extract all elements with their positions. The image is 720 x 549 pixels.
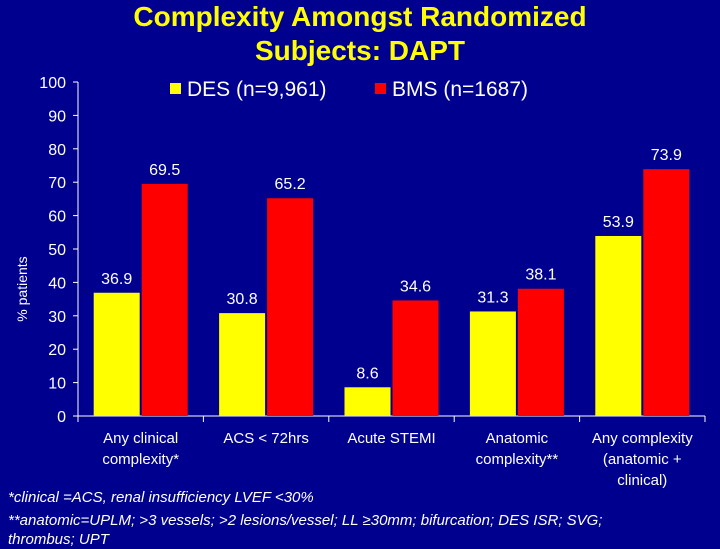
x-category-label: Acute STEMI — [347, 430, 435, 447]
bar-des — [344, 387, 391, 416]
bar-des — [219, 313, 266, 416]
y-tick-label: 0 — [57, 409, 66, 426]
y-tick-label: 10 — [48, 376, 66, 393]
y-tick-label: 100 — [39, 75, 66, 92]
bar-des — [93, 292, 140, 416]
x-category-label: Any complexity — [592, 430, 693, 447]
data-label-bms: 38.1 — [525, 267, 556, 284]
bar-bms — [141, 183, 188, 416]
x-category-label: clinical) — [617, 472, 667, 489]
bar-bms — [267, 198, 314, 416]
y-tick-label: 40 — [48, 275, 66, 292]
y-axis-title: % patients — [14, 256, 30, 321]
bar-bms — [517, 288, 564, 416]
data-label-des: 31.3 — [477, 289, 508, 306]
legend-swatch-des — [170, 83, 181, 94]
y-tick-label: 50 — [48, 242, 66, 259]
x-category-label: complexity** — [476, 451, 559, 468]
footnote-anatomic: **anatomic=UPLM; >3 vessels; >2 lesions/… — [8, 512, 603, 529]
legend-swatch-bms — [375, 83, 386, 94]
data-label-bms: 69.5 — [149, 162, 180, 179]
data-label-des: 53.9 — [603, 214, 634, 231]
y-tick-label: 70 — [48, 175, 66, 192]
x-category-label: complexity* — [102, 451, 179, 468]
legend-label-bms: BMS (n=1687) — [392, 78, 528, 101]
x-category-label: (anatomic + — [603, 451, 682, 468]
legend-label-des: DES (n=9,961) — [187, 78, 327, 101]
y-tick-label: 90 — [48, 108, 66, 125]
bar-bms — [643, 169, 690, 416]
y-tick-label: 30 — [48, 309, 66, 326]
chart-title: Complexity Amongst Randomized Subjects: … — [0, 0, 720, 68]
bar-des — [595, 235, 642, 416]
data-label-des: 8.6 — [356, 365, 378, 382]
data-label-des: 36.9 — [101, 271, 132, 288]
y-tick-label: 60 — [48, 209, 66, 226]
data-label-bms: 73.9 — [651, 147, 682, 164]
footnote-clinical: *clinical =ACS, renal insufficiency LVEF… — [8, 489, 314, 506]
x-category-label: Any clinical — [103, 430, 178, 447]
data-label-bms: 65.2 — [275, 176, 306, 193]
bar-des — [469, 311, 516, 416]
chart-title-line-2: Subjects: DAPT — [254, 35, 466, 66]
data-label-des: 30.8 — [227, 291, 258, 308]
x-category-label: Anatomic — [486, 430, 549, 447]
y-tick-label: 20 — [48, 342, 66, 359]
x-category-label: ACS < 72hrs — [223, 430, 308, 447]
data-label-bms: 34.6 — [400, 278, 431, 295]
chart-title-line-1: Complexity Amongst Randomized — [133, 1, 587, 32]
bar-bms — [392, 300, 439, 416]
y-tick-label: 80 — [48, 142, 66, 159]
